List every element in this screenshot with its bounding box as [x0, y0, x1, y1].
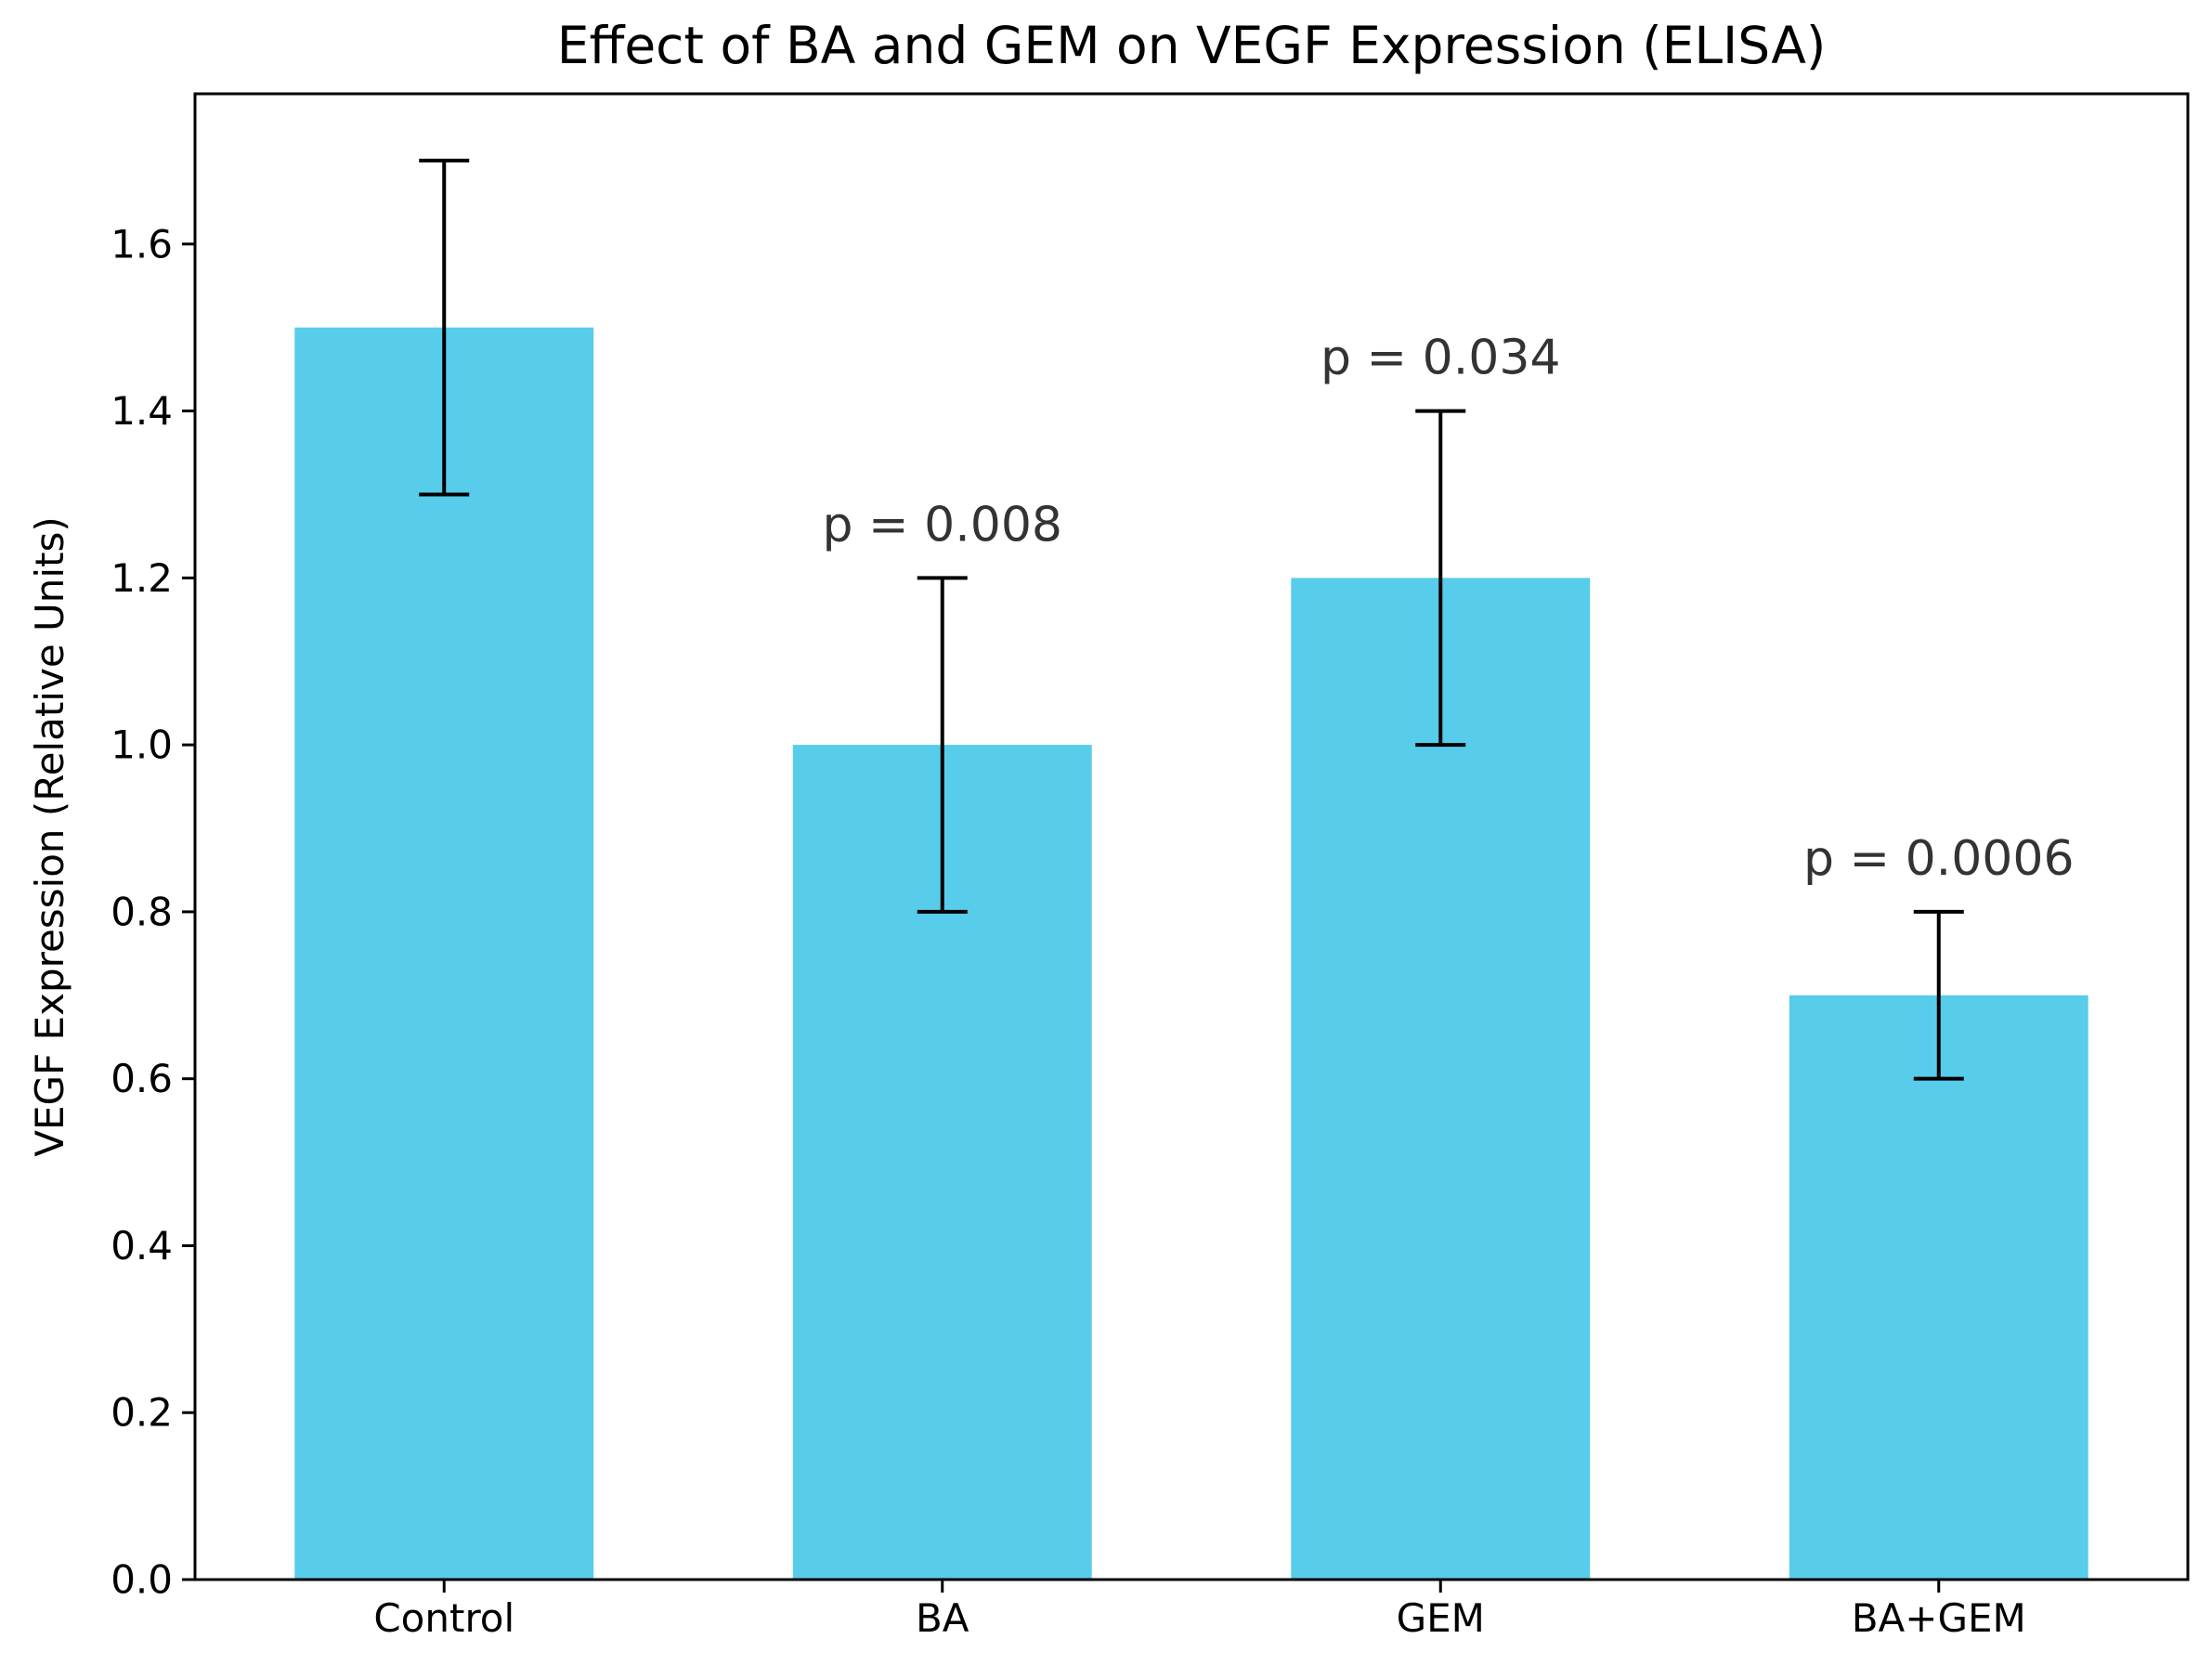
p-value-annotation: p = 0.034	[1321, 331, 1561, 386]
plot-area-frame	[193, 92, 2190, 1581]
annotations-layer: p = 0.008 p = 0.034 p = 0.0006	[822, 331, 2074, 887]
y-tick-label: 1.4	[111, 388, 173, 434]
bars-layer	[294, 327, 2088, 1580]
x-axis-ticks: Control BA GEM BA+GEM	[373, 1580, 2026, 1641]
y-tick-label: 0.6	[111, 1056, 173, 1101]
x-tick-label: BA	[916, 1595, 969, 1641]
y-tick-label: 1.6	[111, 221, 173, 267]
x-tick-label: BA+GEM	[1852, 1595, 2026, 1641]
x-tick-label: Control	[373, 1595, 514, 1641]
y-tick-label: 1.2	[111, 555, 173, 601]
y-tick-label: 0.0	[111, 1557, 173, 1603]
y-tick-label: 1.0	[111, 722, 173, 768]
y-tick-label: 0.2	[111, 1390, 173, 1436]
p-value-annotation: p = 0.008	[822, 497, 1062, 553]
p-value-annotation: p = 0.0006	[1803, 831, 2075, 887]
y-tick-label: 0.4	[111, 1223, 173, 1268]
error-bars-layer	[419, 158, 1964, 1081]
bar-control	[294, 327, 594, 1580]
chart-title: Effect of BA and GEM on VEGF Expression …	[557, 16, 1827, 75]
bar-ba-gem	[1789, 995, 2088, 1580]
x-tick-label: GEM	[1397, 1595, 1485, 1641]
y-tick-label: 0.8	[111, 889, 173, 934]
y-axis-ticks: 0.0 0.2 0.4 0.6 0.8 1.0 1.2 1.4 1.6	[111, 221, 195, 1603]
y-axis-label: VEGF Expression (Relative Units)	[27, 516, 72, 1157]
